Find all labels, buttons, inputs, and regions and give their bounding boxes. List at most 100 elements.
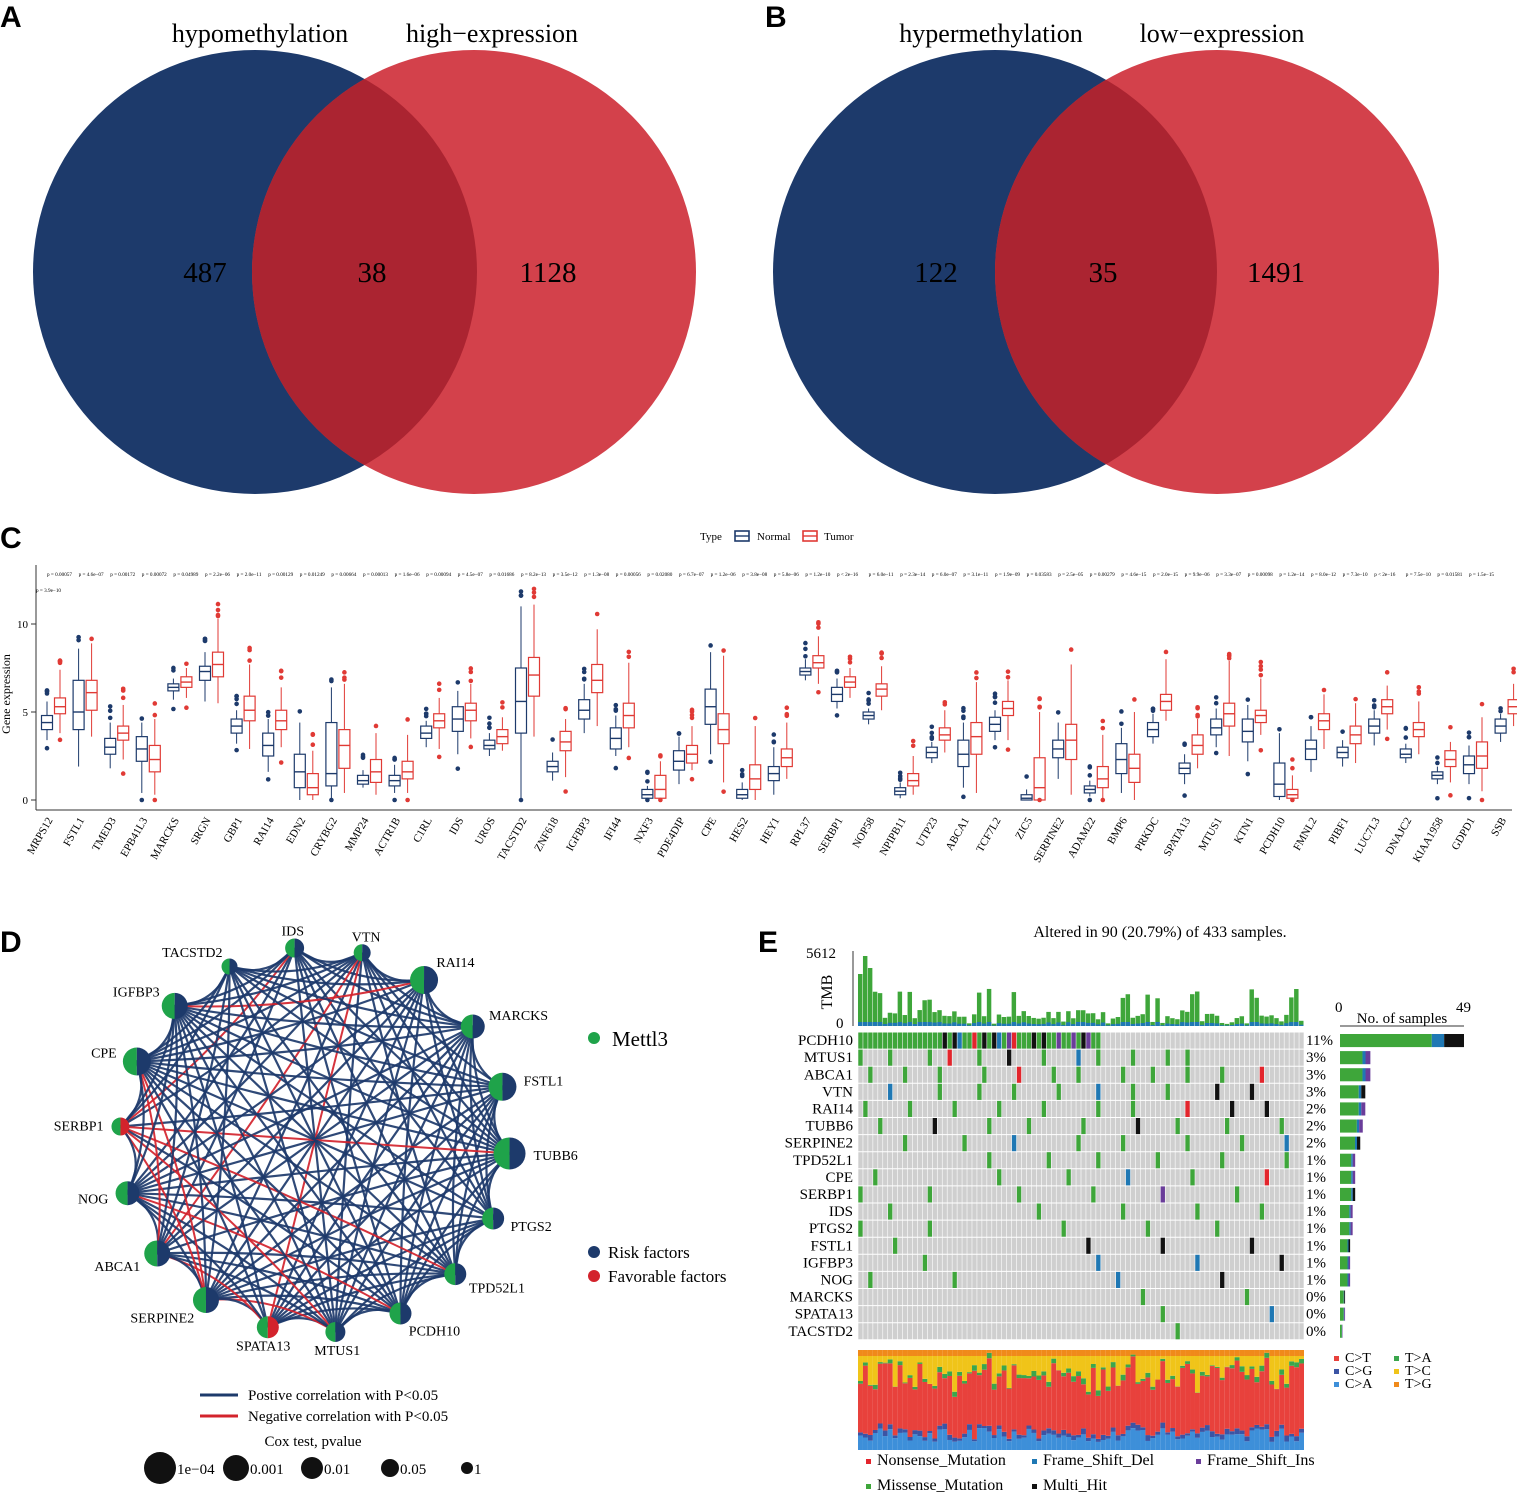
x-category-label: KTN1 <box>1232 816 1256 846</box>
box-body <box>85 679 98 711</box>
titv-segment <box>932 1356 938 1386</box>
box-normal <box>830 668 844 718</box>
box-body <box>72 679 85 731</box>
titv-segment <box>927 1431 933 1434</box>
titv-segment <box>962 1433 968 1438</box>
titv-segment <box>932 1350 938 1356</box>
network-edge-negative <box>135 1061 161 1254</box>
titv-segment <box>1175 1386 1181 1437</box>
cox-size-label: 1 <box>474 1462 482 1478</box>
mutation-cell <box>858 1186 863 1203</box>
panel-d: D IDS VTNRAI14MARCKSFSTL1TUBB6PTGS2TPD52L… <box>0 925 726 1484</box>
network-edge-positive <box>126 947 296 1194</box>
titv-segment <box>1234 1357 1240 1361</box>
titv-segment <box>1125 1430 1131 1450</box>
box-tumor <box>1223 651 1236 756</box>
boxplot-legend-normal: Normal <box>757 531 791 543</box>
titv-segment <box>1061 1376 1067 1430</box>
node-mettl3-half <box>221 958 230 975</box>
titv-segment <box>1279 1374 1285 1425</box>
box-tumor <box>338 670 351 793</box>
box-outlier <box>184 705 189 710</box>
pvalue-label: p = 3.9e−10 <box>36 588 61 594</box>
node-factor-half <box>400 1302 412 1325</box>
titv-segment <box>1100 1434 1106 1441</box>
titv-segment <box>967 1356 972 1373</box>
titv-legend-swatch <box>1334 1382 1339 1387</box>
x-category-label: RAI14 <box>251 815 277 847</box>
count-bar-missense <box>1340 1085 1359 1099</box>
node-factor-half <box>229 958 238 975</box>
count-bar-multi <box>1344 1307 1346 1321</box>
titv-segment <box>947 1434 953 1440</box>
titv-segment <box>858 1350 863 1356</box>
box-tumor <box>1381 670 1394 742</box>
tmb-bar-frameshift <box>947 1023 952 1026</box>
tmb-bar <box>1194 991 1200 1026</box>
titv-segment <box>1105 1438 1111 1450</box>
box-outlier <box>247 645 252 651</box>
tmb-bar-frameshift <box>872 1022 878 1026</box>
x-category-label: BMP6 <box>1105 815 1130 846</box>
titv-segment <box>1085 1441 1091 1450</box>
titv-segment <box>1066 1350 1072 1356</box>
gene-label: FSTL1 <box>810 1238 853 1254</box>
titv-segment <box>867 1356 873 1385</box>
tmb-bar-frameshift <box>927 1022 932 1026</box>
tmb-bar <box>1165 1016 1170 1026</box>
box-tumor <box>749 715 762 800</box>
nsamples-label: No. of samples <box>1357 1011 1448 1027</box>
box-body <box>1475 741 1489 769</box>
box-outlier <box>1005 669 1011 674</box>
titv-segment <box>1036 1375 1042 1380</box>
x-category-label: MRPS12 <box>25 816 56 857</box>
tmb-bar <box>1170 1018 1175 1026</box>
box-outlier <box>689 776 695 782</box>
titv-segment <box>862 1365 868 1434</box>
variant-legend-label: Frame_Shift_Ins <box>1207 1452 1315 1469</box>
tmb-bar <box>947 1016 952 1026</box>
titv-segment <box>957 1438 963 1441</box>
network-edge-negative <box>120 1125 456 1275</box>
titv-segment <box>1209 1356 1215 1366</box>
titv-legend-swatch <box>1394 1382 1399 1387</box>
tmb-bar-frameshift <box>1095 1024 1101 1026</box>
tmb-bar-frameshift <box>1249 1022 1254 1026</box>
titv-segment <box>858 1435 863 1450</box>
tmb-bar <box>862 956 868 1026</box>
box-outlier <box>645 779 650 784</box>
mutation-cell <box>952 1271 957 1288</box>
tmb-bar-frameshift <box>1165 1023 1170 1026</box>
titv-segment <box>877 1423 883 1429</box>
titv-legend-label: T>A <box>1405 1351 1432 1366</box>
titv-segment <box>1254 1376 1260 1383</box>
pvalue-label: p = 0.00056 <box>616 572 641 578</box>
titv-segment <box>1026 1428 1032 1450</box>
mutation-cell <box>987 1032 992 1049</box>
box-outlier <box>152 712 158 718</box>
titv-segment <box>858 1356 863 1381</box>
titv-segment <box>1229 1368 1235 1432</box>
titv-segment <box>991 1356 997 1384</box>
titv-segment <box>922 1437 928 1441</box>
box-tumor <box>1128 697 1141 800</box>
box-normal <box>325 677 338 803</box>
titv-segment <box>942 1423 948 1430</box>
mutation-cell <box>858 1049 863 1066</box>
count-bar-missense <box>1340 1273 1348 1287</box>
pvalue-label: p = 7.5e−10 <box>1406 572 1431 578</box>
box-tumor <box>559 705 572 794</box>
count-bar-frameshift <box>1347 1256 1349 1270</box>
box-outlier <box>771 739 777 744</box>
box-body <box>325 721 338 787</box>
box-outlier <box>468 666 474 671</box>
box-body <box>1273 762 1286 798</box>
titv-segment <box>1155 1356 1161 1380</box>
tmb-bar-frameshift <box>1229 1025 1235 1026</box>
box-tumor <box>591 611 604 727</box>
titv-segment <box>1041 1375 1047 1431</box>
count-bar-missense <box>1340 1205 1350 1219</box>
tmb-bar-frameshift <box>1234 1024 1240 1026</box>
pvalue-label: p = 6.7e−07 <box>679 572 704 578</box>
titv-segment <box>1031 1429 1037 1433</box>
